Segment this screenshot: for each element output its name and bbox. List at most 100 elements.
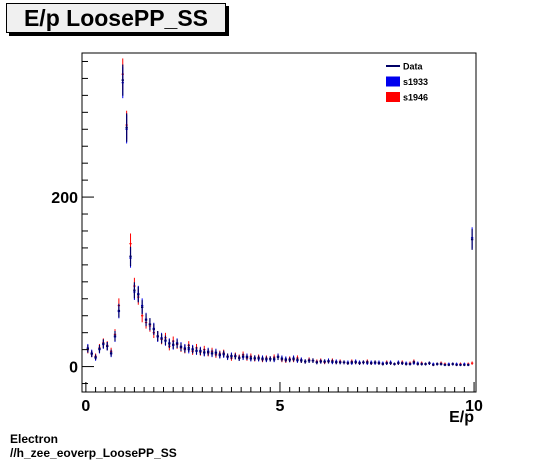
data-point — [362, 360, 365, 365]
data-point — [467, 363, 470, 367]
data-point — [459, 363, 462, 367]
data-point — [257, 355, 260, 361]
data-point — [346, 361, 350, 365]
data-point — [397, 361, 400, 365]
data-point — [210, 349, 214, 357]
data-point — [179, 343, 183, 352]
data-point — [175, 339, 179, 349]
data-point — [420, 362, 423, 366]
data-point — [183, 344, 187, 353]
data-point — [311, 358, 315, 363]
data-point — [370, 361, 373, 365]
x-axis-label: E/p — [449, 409, 474, 426]
data-point — [245, 354, 249, 361]
data-point — [187, 343, 190, 352]
legend-label: s1933 — [403, 77, 428, 87]
data-point — [265, 356, 268, 362]
data-point — [129, 246, 132, 267]
data-point — [113, 330, 117, 342]
x-tick-label: 5 — [276, 398, 285, 415]
data-point — [164, 335, 167, 346]
data-point — [393, 362, 396, 366]
data-point — [106, 342, 109, 351]
data-point — [102, 339, 105, 349]
data-point — [288, 357, 291, 363]
legend: Data s1933 s1946 — [386, 62, 428, 103]
data-point — [331, 359, 334, 364]
axes: 0 5 10E/p 0 200 — [51, 60, 483, 426]
data-point — [470, 361, 474, 365]
plot-frame — [81, 52, 477, 393]
series-Data — [86, 64, 474, 367]
legend-swatch — [386, 92, 400, 102]
data-point — [117, 303, 121, 318]
chart-title: E/p LoosePP_SS — [6, 3, 226, 33]
data-point — [109, 349, 113, 357]
x-tick-label: 10 — [465, 398, 483, 415]
data-point — [327, 359, 330, 364]
data-point — [385, 361, 388, 365]
data-point — [319, 359, 322, 364]
data-point — [141, 300, 144, 315]
footer-path: //h_zee_eoverp_LoosePP_SS — [10, 446, 177, 460]
data-point — [412, 360, 416, 365]
data-point — [416, 362, 419, 366]
data-point — [424, 362, 427, 366]
data-point — [133, 282, 136, 299]
data-point — [152, 323, 155, 335]
data-point — [276, 354, 280, 361]
data-point — [144, 313, 148, 327]
y-tick-label: 200 — [51, 190, 78, 207]
data-point — [428, 361, 431, 365]
data-point — [261, 356, 264, 362]
data-point — [404, 362, 408, 366]
data-point — [300, 358, 303, 363]
data-point — [203, 348, 206, 356]
data-point — [125, 113, 128, 142]
data-point — [98, 344, 101, 353]
data-point — [269, 356, 272, 362]
data-point — [296, 357, 299, 363]
data-point — [335, 360, 338, 365]
legend-item: Data — [386, 62, 424, 72]
data-point — [455, 363, 458, 367]
data-point — [137, 286, 140, 303]
legend-item: s1933 — [386, 76, 428, 87]
data-point — [307, 358, 311, 363]
data-point — [447, 363, 450, 367]
legend-item: s1946 — [386, 92, 428, 103]
data-point — [160, 333, 163, 344]
data-point — [381, 362, 385, 366]
data-point — [463, 363, 466, 367]
data-point — [172, 340, 175, 349]
data-point — [94, 354, 97, 361]
data-point — [191, 345, 194, 354]
data-point — [323, 359, 326, 364]
data-point — [354, 360, 357, 365]
data-point — [358, 361, 361, 365]
data-point — [366, 360, 369, 365]
data-point — [90, 350, 93, 358]
data-point — [451, 362, 454, 366]
data-point — [292, 356, 295, 362]
data-point — [436, 362, 439, 366]
data-point — [86, 344, 89, 353]
data-point — [218, 351, 221, 358]
data-point — [230, 353, 233, 360]
data-point — [439, 362, 443, 366]
data-point — [148, 318, 152, 331]
data-point — [443, 363, 447, 367]
data-point — [249, 355, 253, 361]
data-point — [272, 356, 276, 362]
data-point — [401, 361, 404, 365]
data-point — [338, 360, 342, 365]
legend-label: s1946 — [403, 93, 428, 103]
data-point — [315, 360, 319, 365]
data-point — [389, 361, 392, 365]
data-point — [199, 347, 202, 355]
data-point — [206, 348, 210, 356]
data-point — [350, 360, 353, 365]
data-point — [241, 353, 245, 360]
data-point — [222, 350, 225, 358]
data-point — [168, 339, 171, 349]
